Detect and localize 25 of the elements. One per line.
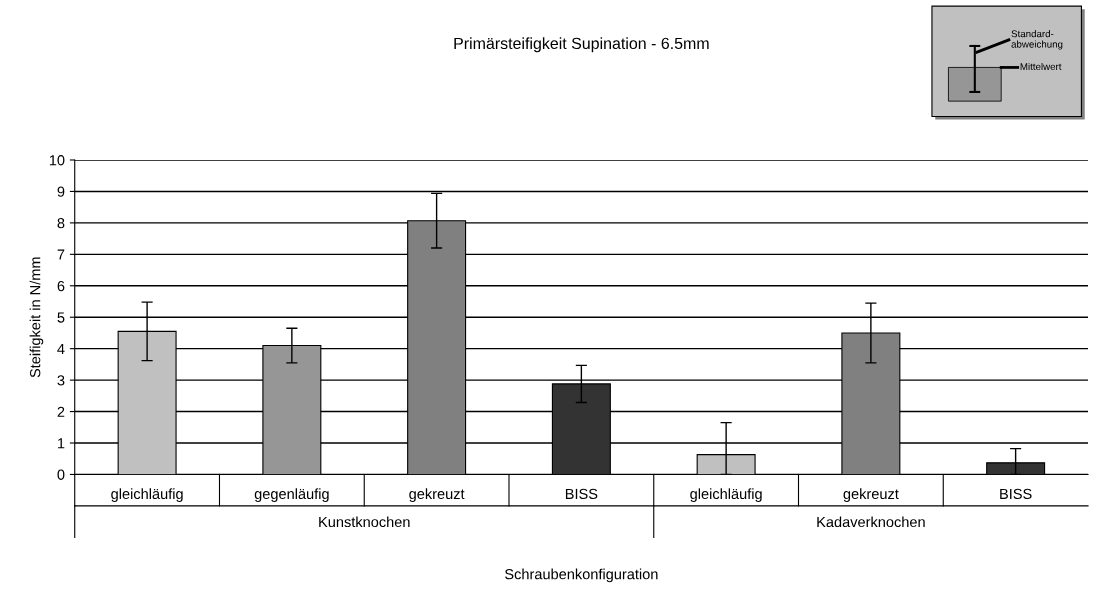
- y-tick-label: 5: [57, 312, 65, 323]
- x-tick-label: gekreuzt: [409, 488, 465, 502]
- text: Kunstknochen: [319, 516, 410, 528]
- x-tick-label: gleichläufig: [111, 488, 183, 502]
- text: Standard- abweichung: [1011, 30, 1063, 50]
- x-tick-label: BISS: [565, 488, 598, 500]
- x-tick-label: gegenläufig: [254, 488, 329, 502]
- x-axis-title: Schraubenkonfiguration: [505, 568, 658, 583]
- y-tick-label: 10: [49, 155, 65, 166]
- chart-title: Primärsteifigkeit Supination - 6.5mm: [454, 37, 709, 53]
- y-tick-label: 6: [57, 280, 65, 292]
- x-tick-label: BISS: [1000, 488, 1032, 500]
- y-tick-label: 8: [57, 217, 65, 229]
- y-tick-label: 3: [57, 375, 65, 386]
- y-tick-label: 4: [57, 343, 65, 354]
- x-tick-label: gleichläufig: [690, 488, 762, 502]
- y-tick-label: 1: [58, 438, 65, 449]
- y-tick-label: 0: [57, 469, 65, 480]
- text: Kadaverknochen: [817, 516, 925, 528]
- y-tick-label: 2: [57, 406, 65, 417]
- y-tick-label: 9: [57, 186, 65, 197]
- y-tick-label: 7: [57, 249, 65, 260]
- x-tick-label: gekreuzt: [843, 488, 899, 502]
- text: Mittelwert: [1020, 62, 1062, 71]
- y-axis-title: Steifigkeit in N/mm: [29, 257, 44, 378]
